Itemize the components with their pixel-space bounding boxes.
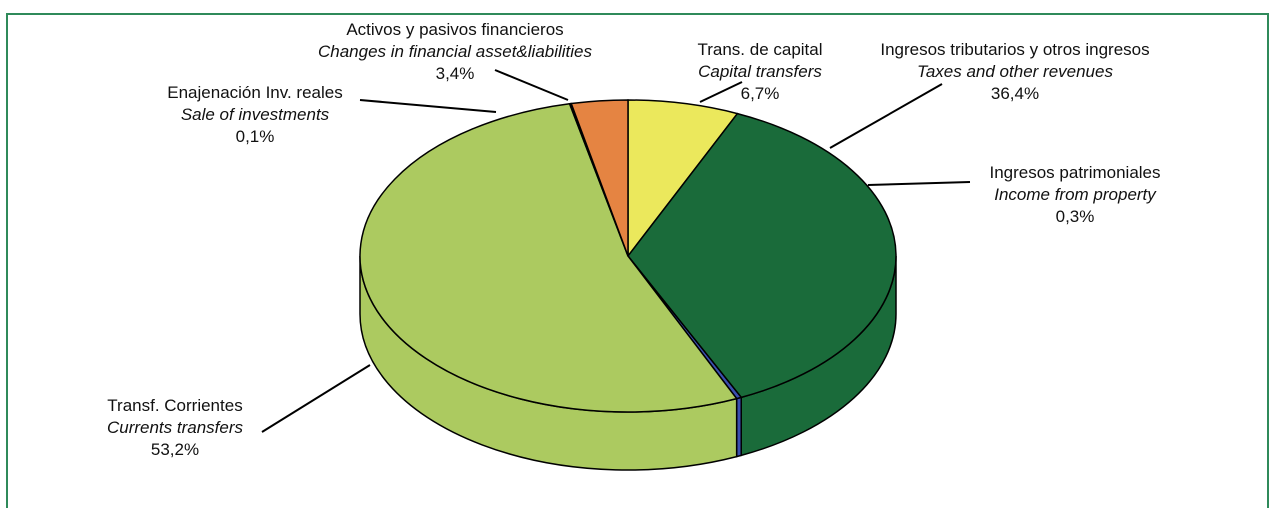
slice-label: Activos y pasivos financieros (346, 20, 563, 39)
value-label: 36,4% (991, 84, 1039, 103)
value-label: 0,3% (1056, 207, 1095, 226)
slice-label: Ingresos patrimoniales (989, 163, 1160, 182)
leader-line (699, 81, 743, 103)
leader-line (494, 69, 569, 101)
slice-label-en: Capital transfers (698, 62, 822, 81)
slice-label-en: Currents transfers (107, 418, 244, 437)
leader-line (829, 83, 943, 149)
leader-line (261, 364, 371, 433)
leader-line (867, 181, 971, 186)
slice-label: Ingresos tributarios y otros ingresos (880, 40, 1149, 59)
leader-line (359, 99, 497, 113)
slice (627, 112, 897, 399)
value-label: 3,4% (436, 64, 475, 83)
slice-label-en: Sale of investments (181, 105, 330, 124)
value-label: 0,1% (236, 127, 275, 146)
slice-label: Enajenación Inv. reales (167, 83, 342, 102)
value-label: 53,2% (151, 440, 199, 459)
slice-label: Transf. Corrientes (107, 396, 242, 415)
slice-label-en: Changes in financial asset&liabilities (318, 42, 593, 61)
value-label: 6,7% (741, 84, 780, 103)
slice-label: Trans. de capital (697, 40, 822, 59)
slice-label-en: Taxes and other revenues (917, 62, 1113, 81)
slice (570, 99, 629, 257)
slice-label-en: Income from property (994, 185, 1157, 204)
frame (6, 13, 1269, 508)
slice (627, 99, 739, 259)
slice (359, 102, 738, 413)
